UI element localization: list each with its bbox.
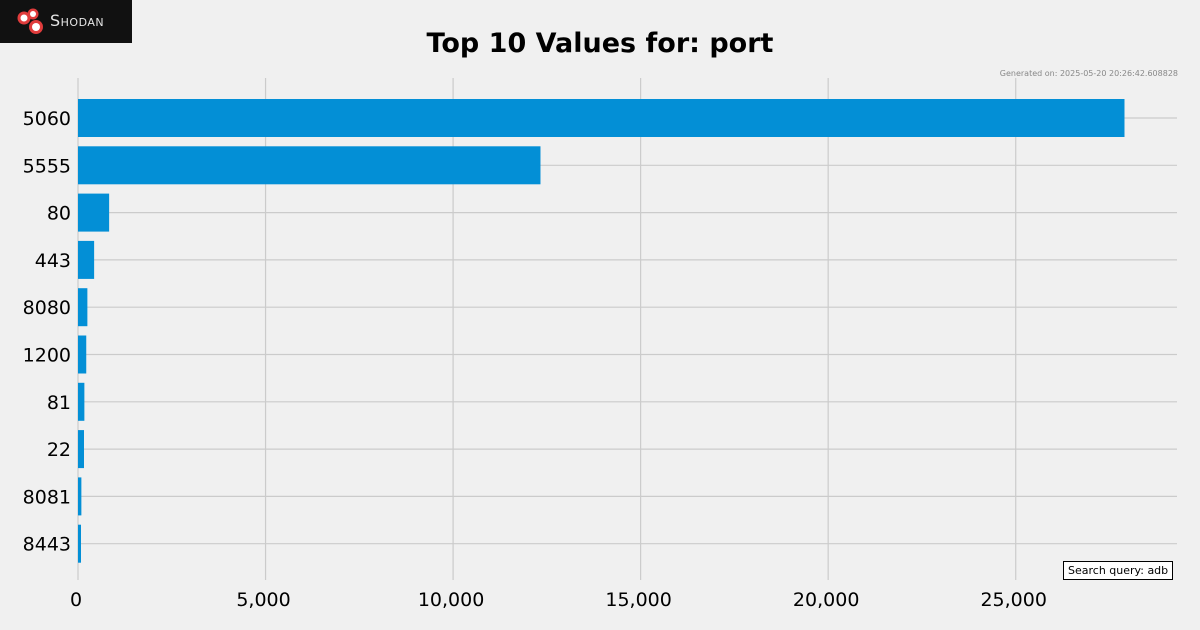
y-tick-label: 22	[47, 439, 71, 461]
y-tick-label: 8080	[23, 297, 71, 319]
y-tick-label: 81	[47, 392, 71, 414]
x-tick-label: 5,000	[236, 589, 290, 611]
bar-22	[78, 430, 85, 469]
chart-title: Top 10 Values for: port	[426, 28, 774, 59]
bar-8443	[78, 524, 82, 563]
bar-8081	[78, 477, 82, 516]
shodan-logo: Shodan	[0, 0, 132, 43]
y-tick-label: 5060	[23, 108, 71, 130]
x-tick-label: 20,000	[793, 589, 859, 611]
bar-80	[78, 193, 110, 232]
x-tick-label: 0	[70, 589, 82, 611]
x-tick-label: 25,000	[980, 589, 1046, 611]
search-query-box: Search query: adb	[1063, 561, 1174, 580]
x-tick-label: 15,000	[605, 589, 671, 611]
bar-1200	[78, 335, 87, 374]
y-tick-label: 443	[35, 250, 71, 272]
bar-443	[78, 240, 95, 279]
logo-text: Shodan	[50, 11, 105, 30]
y-tick-label: 5555	[23, 155, 71, 177]
bar-5555	[78, 146, 541, 185]
bar-5060	[78, 99, 1125, 137]
y-tick-label: 8081	[23, 486, 71, 508]
y-tick-label: 1200	[23, 345, 71, 367]
bar-81	[78, 382, 85, 421]
bar-8080	[78, 288, 88, 327]
generated-timestamp: Generated on: 2025-05-20 20:26:42.608828	[999, 69, 1178, 78]
shodan-logo-icon	[17, 8, 43, 34]
x-tick-label: 10,000	[418, 589, 484, 611]
y-tick-label: 8443	[23, 534, 71, 556]
y-tick-label: 80	[47, 203, 71, 225]
